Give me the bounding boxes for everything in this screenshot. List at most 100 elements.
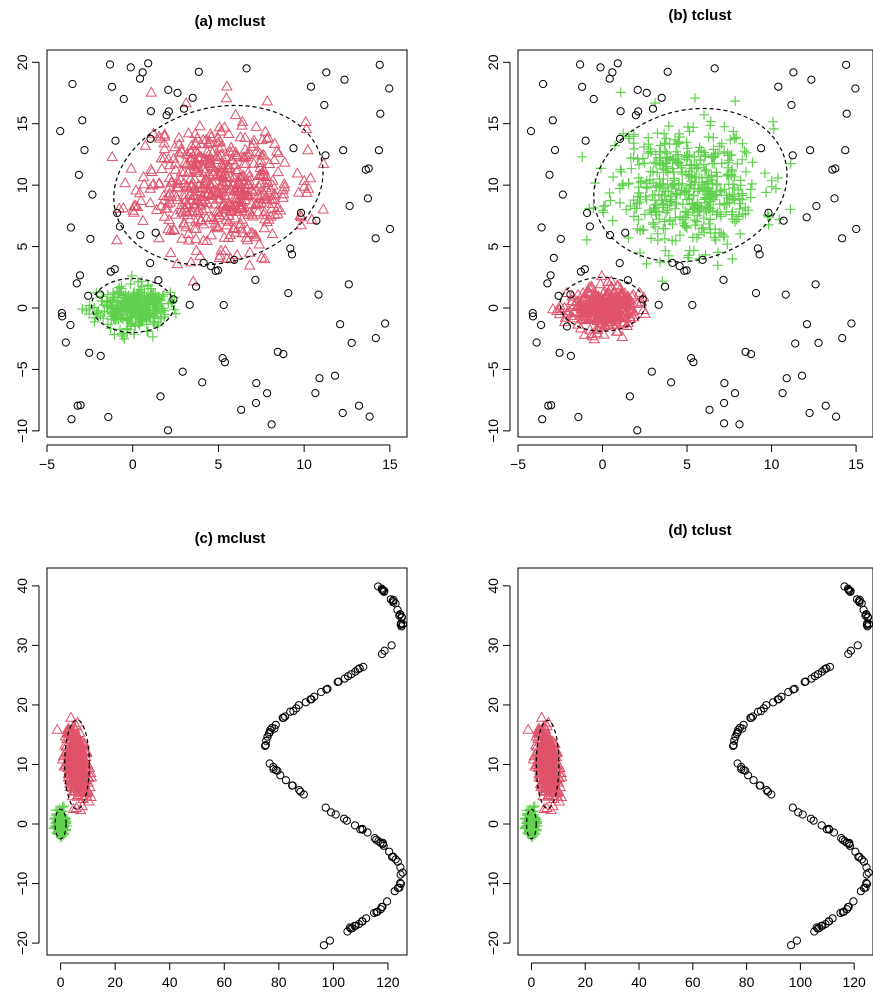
noise-point xyxy=(613,59,622,68)
cluster-point xyxy=(538,802,550,813)
cluster-point xyxy=(196,181,208,193)
noise-point xyxy=(820,665,829,674)
cluster-point xyxy=(195,213,207,224)
noise-point xyxy=(647,367,656,376)
noise-point xyxy=(278,713,287,723)
chart-title: (a) mclust xyxy=(195,13,266,30)
cluster-point xyxy=(555,790,568,801)
x-tick-label: 80 xyxy=(739,974,755,990)
noise-point xyxy=(377,584,386,593)
cluster-point xyxy=(548,779,561,791)
cluster-point xyxy=(110,233,123,245)
cluster-point xyxy=(142,281,153,292)
noise-point xyxy=(354,401,364,410)
cluster-point xyxy=(633,286,646,297)
cluster-point xyxy=(215,185,228,197)
cluster-point xyxy=(169,163,182,174)
cluster-point xyxy=(186,205,199,216)
x-tick-label: 15 xyxy=(382,456,398,472)
noise-point xyxy=(847,319,856,328)
noise-point xyxy=(789,68,798,77)
noise-point xyxy=(85,348,94,357)
cluster-point xyxy=(643,132,654,143)
noise-point xyxy=(829,828,839,837)
cluster-point xyxy=(624,133,635,144)
cluster-point xyxy=(665,151,675,162)
cluster-point xyxy=(236,213,248,224)
noise-point xyxy=(838,234,847,243)
noise-point xyxy=(113,208,122,218)
cluster-point xyxy=(237,151,250,162)
cluster-point xyxy=(209,217,221,228)
cluster-point xyxy=(639,142,649,152)
cluster-point xyxy=(89,302,100,313)
noise-point xyxy=(372,835,381,844)
cluster-point xyxy=(130,184,142,195)
noise-point xyxy=(746,713,755,723)
cluster-point xyxy=(694,206,705,217)
cluster-point xyxy=(255,154,267,165)
cluster-point xyxy=(238,157,250,168)
noise-point xyxy=(807,75,816,84)
y-tick-label: 15 xyxy=(14,116,30,132)
noise-point xyxy=(376,838,385,847)
cluster-point xyxy=(701,179,712,189)
cluster-point xyxy=(268,137,281,148)
noise-point xyxy=(96,290,105,299)
plot-area xyxy=(517,49,873,438)
noise-point xyxy=(576,267,586,276)
cluster-ellipse xyxy=(54,808,67,840)
cluster-point xyxy=(65,711,77,722)
cluster-point xyxy=(216,178,229,189)
cluster-point xyxy=(98,313,109,324)
cluster-point xyxy=(546,763,559,774)
cluster-point xyxy=(274,204,287,215)
cluster-point xyxy=(703,132,714,142)
x-tick-label: 100 xyxy=(789,974,813,990)
cluster-point xyxy=(212,187,224,198)
noise-point xyxy=(550,146,560,155)
x-tick-label: 15 xyxy=(848,456,864,472)
cluster-point xyxy=(534,726,546,738)
cluster-point xyxy=(675,230,685,241)
cluster-point xyxy=(70,756,83,767)
noise-point xyxy=(585,222,595,231)
x-tick-label: 60 xyxy=(685,974,701,990)
y-tick-label: 10 xyxy=(485,177,501,193)
cluster-point xyxy=(106,314,117,325)
noise-point xyxy=(843,584,853,593)
cluster-point xyxy=(76,763,88,774)
noise-point xyxy=(312,216,321,225)
cluster-point xyxy=(195,150,207,161)
cluster-point xyxy=(63,773,76,785)
x-tick-label: −5 xyxy=(39,456,55,472)
noise-point xyxy=(574,412,583,422)
cluster-point xyxy=(768,123,779,134)
noise-point xyxy=(749,776,758,785)
noise-point xyxy=(547,401,556,410)
y-tick-label: 5 xyxy=(485,242,501,250)
noise-point xyxy=(288,781,297,790)
cluster-point xyxy=(180,194,192,205)
cluster-point xyxy=(221,219,233,230)
cluster-point xyxy=(711,179,722,190)
cluster-point xyxy=(77,304,88,314)
cluster-point xyxy=(604,188,615,198)
cluster-point xyxy=(646,233,657,244)
cluster-point xyxy=(592,298,604,310)
cluster-point xyxy=(626,163,637,174)
cluster-ellipse xyxy=(526,808,537,840)
cluster-point xyxy=(601,275,614,287)
noise-point xyxy=(753,244,763,253)
cluster-point xyxy=(71,780,84,792)
cluster-point xyxy=(647,166,658,177)
noise-point xyxy=(843,902,853,912)
noise-point xyxy=(813,924,822,933)
cluster-point xyxy=(165,287,176,298)
noise-point xyxy=(388,597,397,606)
noise-point xyxy=(136,231,145,240)
noise-point xyxy=(862,870,871,879)
cluster-point xyxy=(171,182,184,193)
cluster-point xyxy=(740,166,751,177)
noise-point xyxy=(811,280,820,289)
